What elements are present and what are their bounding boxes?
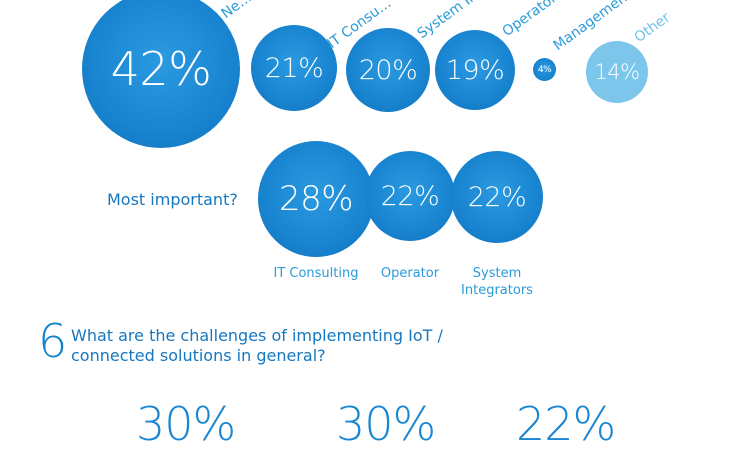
bubble-row1-5: 4% <box>533 58 556 81</box>
most-important-label: Most important? <box>107 190 238 209</box>
bubble-row1-4: 19% <box>435 30 515 110</box>
bubble-row1-2: 21% <box>251 25 337 111</box>
bubble-row1-3: 20% <box>346 28 430 112</box>
bubble-row2-2: 22% <box>365 151 455 241</box>
row2-label-1: IT Consulting <box>273 266 359 281</box>
cut-value-2: 30% <box>336 397 436 451</box>
bubble-row1-1: 42% <box>82 0 240 148</box>
bubble-row1-2-value: 21% <box>264 52 324 84</box>
bubble-row1-5-value: 4% <box>537 64 552 75</box>
bubble-row2-1: 28% <box>258 141 374 257</box>
category-label-row1-4: Operator <box>499 0 560 40</box>
bubble-row1-4-value: 19% <box>445 54 505 86</box>
cut-value-3: 22% <box>516 397 616 451</box>
cut-value-1: 30% <box>136 397 236 451</box>
bubble-row2-2-value: 22% <box>380 180 440 212</box>
question-number: 6 <box>38 314 68 368</box>
question-text: What are the challenges of implementing … <box>71 326 443 365</box>
bubble-row2-3: 22% <box>451 151 543 243</box>
row2-label-3: System Integrators <box>461 266 533 298</box>
category-label-row1-6: Other <box>631 9 674 47</box>
row2-label-2: Operator <box>380 266 440 281</box>
bubble-row1-1-value: 42% <box>110 42 212 96</box>
bubble-row1-6: 14% <box>586 41 648 103</box>
category-label-row1-1: Ne… <box>218 0 255 22</box>
bubble-row2-1-value: 28% <box>278 179 354 219</box>
bubble-row1-6-value: 14% <box>594 60 640 84</box>
bubble-row2-3-value: 22% <box>467 181 527 213</box>
bubble-row1-3-value: 20% <box>358 54 418 86</box>
